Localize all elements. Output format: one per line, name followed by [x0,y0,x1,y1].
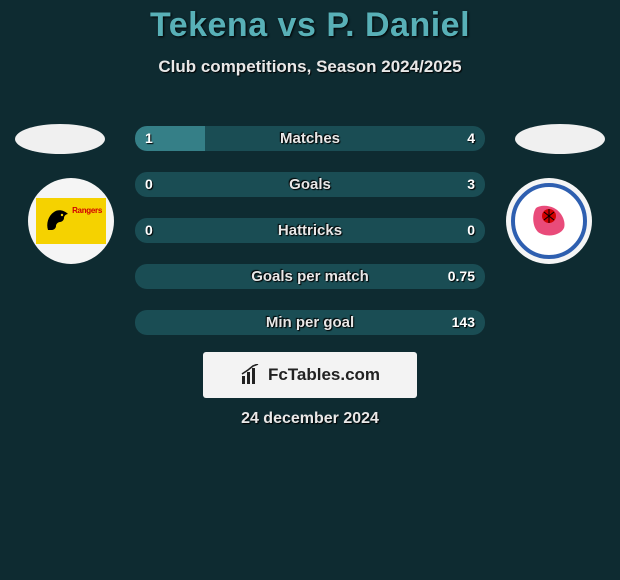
tornadoes-logo [511,183,587,259]
tornadoes-icon [526,198,572,244]
bar-label: Goals per match [135,264,485,289]
stat-bar: 0.75Goals per match [135,264,485,289]
rangers-label: Rangers [72,206,102,215]
stat-bar: 03Goals [135,172,485,197]
stat-bar: 14Matches [135,126,485,151]
panther-icon [42,204,76,238]
chart-icon [240,364,262,386]
comparison-title: Tekena vs P. Daniel [0,0,620,45]
rangers-logo: Rangers [36,198,106,244]
player-photo-right [515,124,605,154]
stat-bar: 143Min per goal [135,310,485,335]
brand-box[interactable]: FcTables.com [203,352,417,398]
brand-label: FcTables.com [268,365,380,385]
club-badge-right [506,178,592,264]
bar-label: Hattricks [135,218,485,243]
comparison-bars: 14Matches 03Goals 00Hattricks 0.75Goals per… [135,126,485,356]
bar-label: Min per goal [135,310,485,335]
player-photo-left [15,124,105,154]
stat-bar: 00Hattricks [135,218,485,243]
club-badge-left: Rangers [28,178,114,264]
comparison-subtitle: Club competitions, Season 2024/2025 [0,57,620,77]
comparison-date: 24 december 2024 [0,410,620,428]
bar-label: Matches [135,126,485,151]
bar-label: Goals [135,172,485,197]
